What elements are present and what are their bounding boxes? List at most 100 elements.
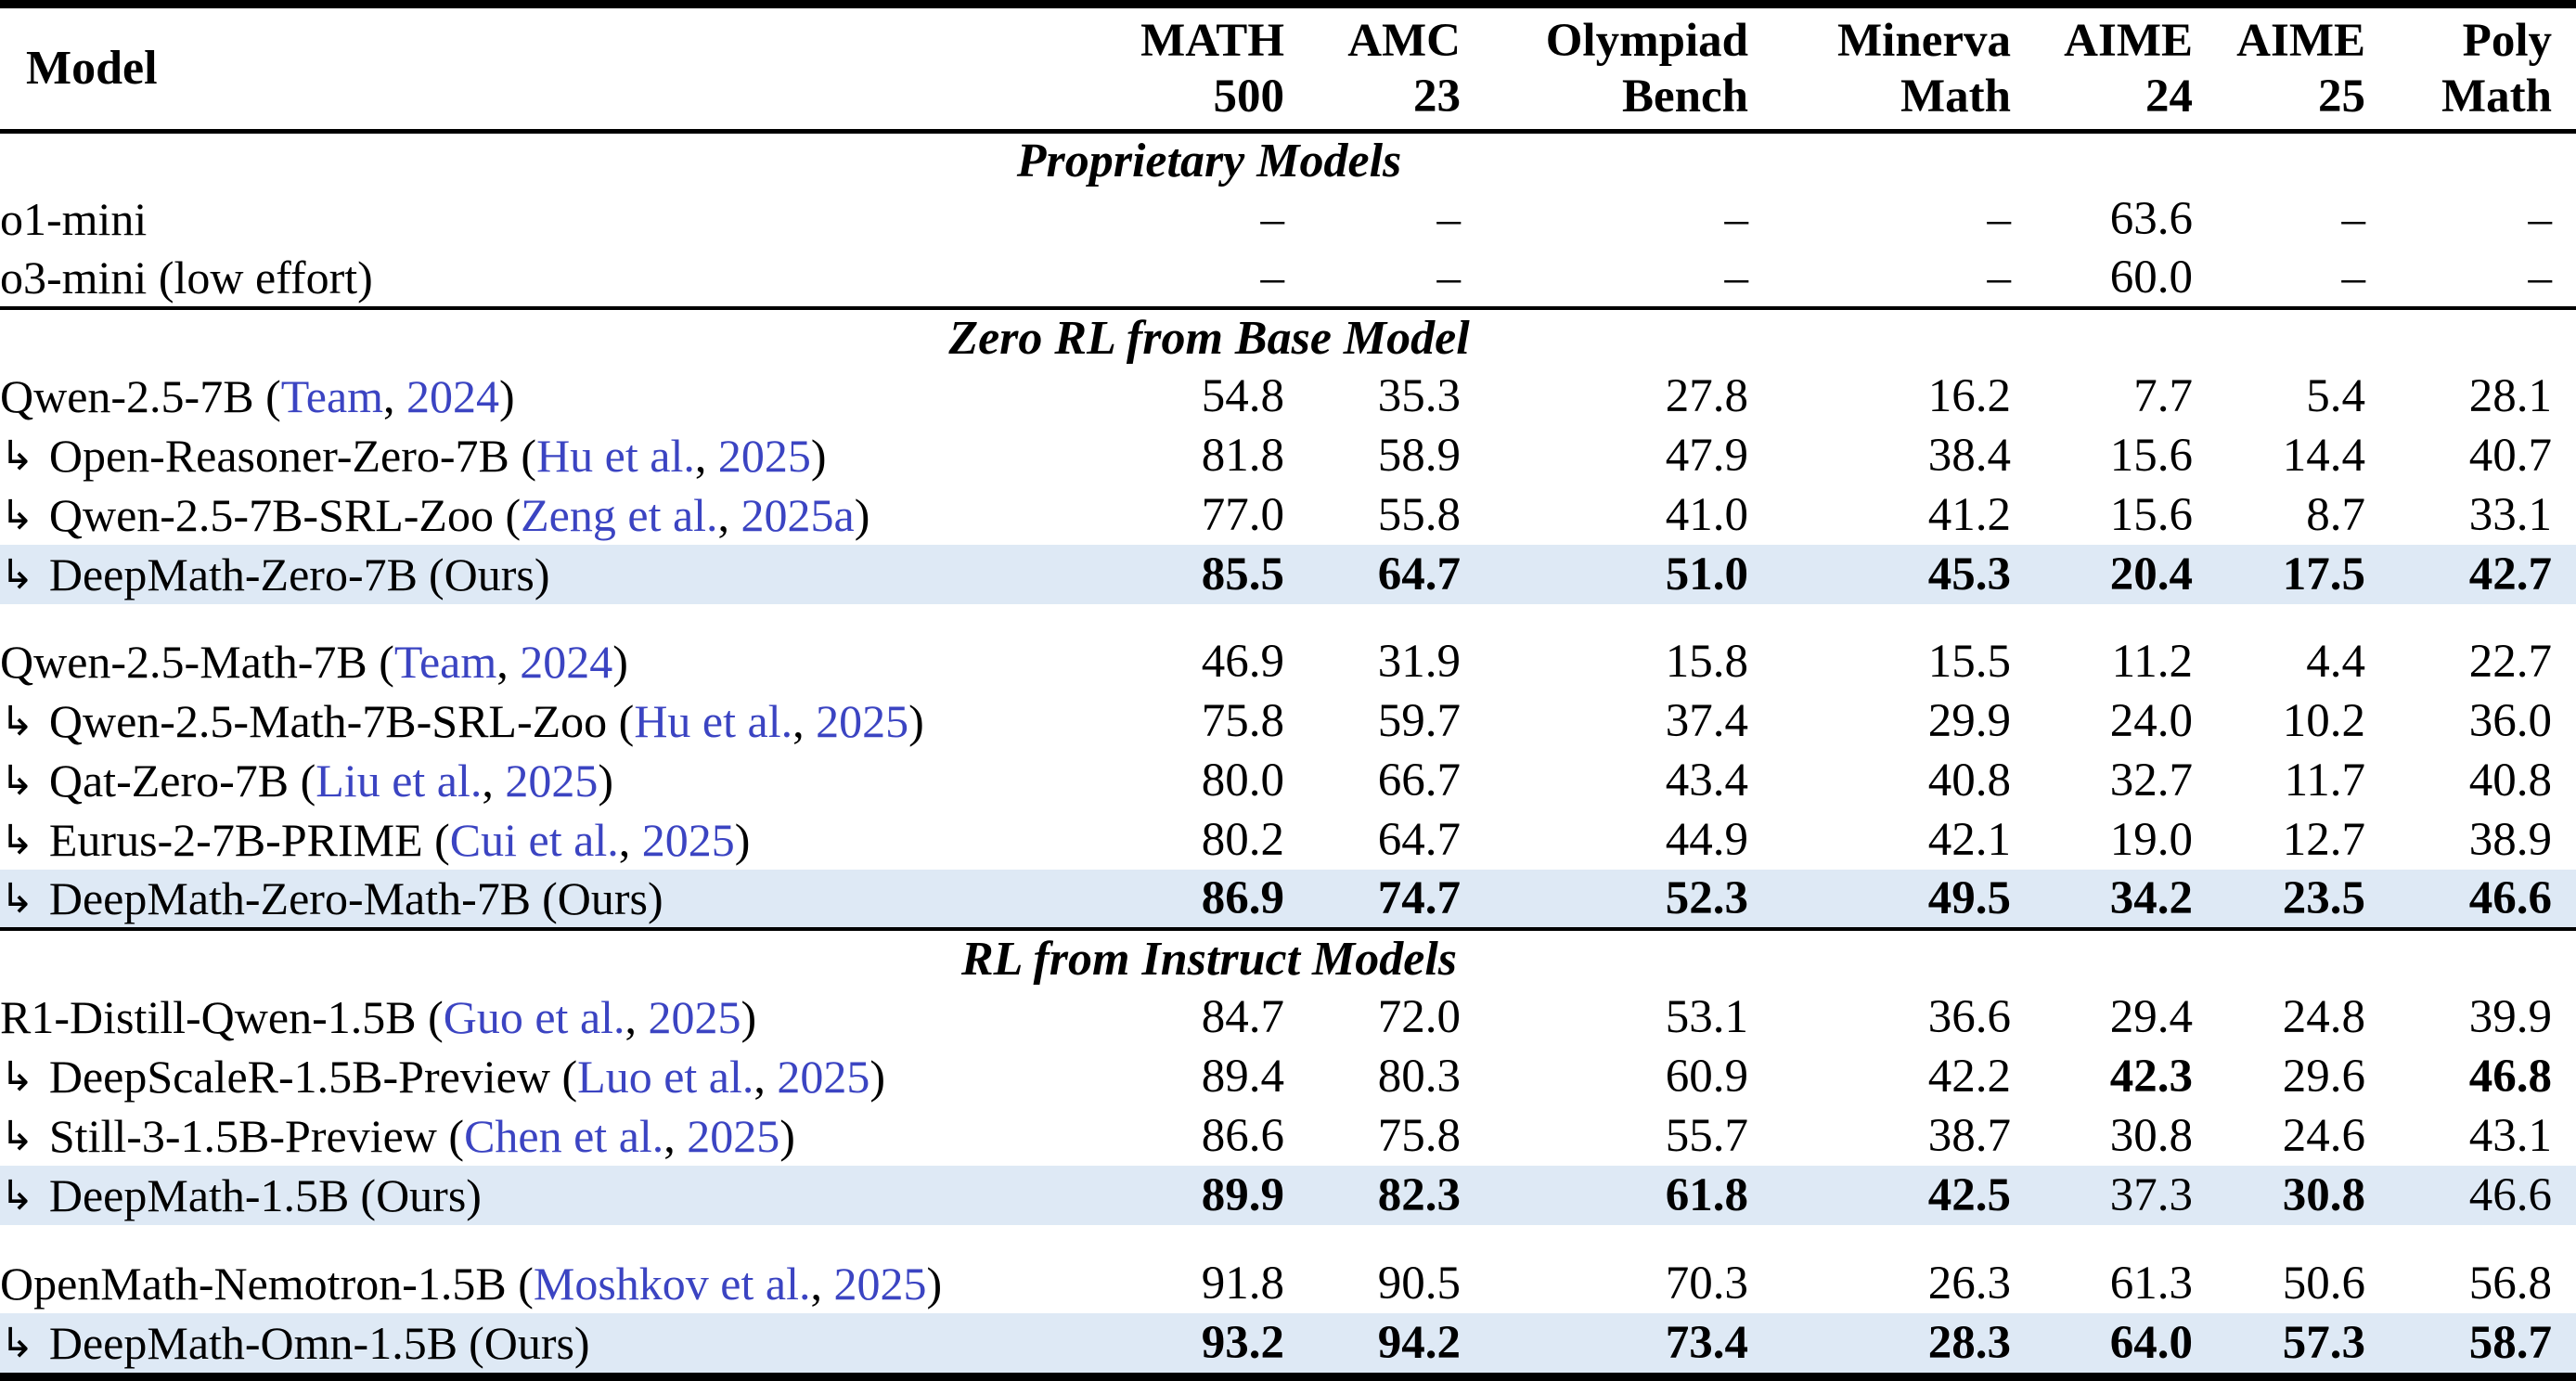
table-row: ↳ Still-3-1.5B-Preview (Chen et al., 2025… xyxy=(0,1106,2576,1166)
table-body: Proprietary Models o1-mini – – – –63.6– – o3-mi… xyxy=(0,131,2576,1373)
open-paren: ( xyxy=(509,429,537,482)
citation-year-link[interactable]: 2025 xyxy=(833,1257,927,1310)
citation-comma: , xyxy=(383,369,407,422)
section-title: Proprietary Models xyxy=(1016,135,1402,188)
group-gap-row xyxy=(0,604,2576,632)
score-cell: 29.9 xyxy=(1927,695,2011,748)
indent-arrow-icon: ↳ xyxy=(0,1319,34,1367)
model-cell: ↳ DeepMath-1.5B (Ours) xyxy=(0,1166,1054,1226)
model-name: o1-mini xyxy=(0,192,148,245)
citation-author-link[interactable]: Cui et al. xyxy=(449,814,619,867)
citation-year-link[interactable]: 2025 xyxy=(687,1110,780,1163)
model-cell: ↳ Qwen-2.5-7B-SRL-Zoo (Zeng et al., 2025a… xyxy=(0,485,1054,545)
model-cell: ↳ DeepMath-Zero-Math-7B (Ours) xyxy=(0,870,1054,930)
citation-author-link[interactable]: Guo et al. xyxy=(443,991,625,1044)
citation-year-link[interactable]: 2025 xyxy=(641,814,735,867)
score-cell: 39.9 xyxy=(2468,991,2552,1044)
score-cell: 63.6 xyxy=(2109,192,2193,245)
model-cell: ↳ DeepMath-Zero-7B (Ours) xyxy=(0,544,1054,604)
model-name: DeepMath-Omn-1.5B xyxy=(48,1316,458,1369)
score-cell: 37.4 xyxy=(1665,695,1748,748)
score-cell: 46.6 xyxy=(2365,1166,2576,1226)
citation-author-link[interactable]: Hu et al. xyxy=(536,429,695,482)
score-cell: 43.4 xyxy=(1665,755,1748,807)
citation-author-link[interactable]: Team xyxy=(393,636,497,689)
model-name: DeepMath-1.5B xyxy=(48,1169,350,1222)
model-cell: ↳ DeepMath-Omn-1.5B (Ours) xyxy=(0,1312,1054,1373)
citation-author-link[interactable]: Chen et al. xyxy=(464,1110,664,1163)
score-cell: 82.3 xyxy=(1284,1166,1461,1226)
citation-year-link[interactable]: 2025 xyxy=(648,991,741,1044)
open-paren: ( xyxy=(493,488,522,541)
score-cell: 41.0 xyxy=(1665,488,1748,541)
score-cell: – xyxy=(2528,192,2553,245)
score-cell: 61.3 xyxy=(2109,1257,2193,1310)
indent-arrow-icon: ↳ xyxy=(0,550,34,599)
model-cell: R1-Distill-Qwen-1.5B (Guo et al., 2025) xyxy=(0,987,1054,1047)
model-name: OpenMath-Nemotron-1.5B xyxy=(0,1257,507,1310)
open-paren: ( xyxy=(253,369,281,422)
score-cell: 64.7 xyxy=(1284,544,1461,604)
citation-year-link[interactable]: 2025 xyxy=(816,695,909,748)
score-cell: 80.3 xyxy=(1377,1051,1461,1104)
score-cell: 46.6 xyxy=(2365,870,2576,930)
score-cell: 24.0 xyxy=(2109,695,2193,748)
citation-author-link[interactable]: Zeng et al. xyxy=(521,488,718,541)
citation-author-link[interactable]: Hu et al. xyxy=(634,695,793,748)
score-cell: 11.7 xyxy=(2284,755,2365,807)
score-cell: 5.4 xyxy=(2306,369,2365,422)
column-header-model: Model xyxy=(0,8,1054,134)
model-name: DeepScaleR-1.5B-Preview xyxy=(48,1051,550,1104)
column-header-math500: MATH 500 xyxy=(1054,8,1284,134)
score-cell: 8.7 xyxy=(2306,488,2365,541)
score-cell: 64.7 xyxy=(1377,814,1461,867)
section-title: Zero RL from Base Model xyxy=(948,311,1470,365)
score-cell: 58.7 xyxy=(2365,1312,2576,1373)
citation-year-link[interactable]: 2025 xyxy=(505,755,599,807)
model-name: R1-Distill-Qwen-1.5B xyxy=(0,991,417,1044)
score-cell: 59.7 xyxy=(1377,695,1461,748)
score-cell: 55.8 xyxy=(1377,488,1461,541)
score-cell: 23.5 xyxy=(2193,870,2365,930)
citation-year-link[interactable]: 2025 xyxy=(777,1051,870,1104)
score-cell: 85.5 xyxy=(1054,544,1284,604)
open-paren: ( xyxy=(436,1110,465,1163)
open-paren: ( xyxy=(607,695,635,748)
score-cell: 56.8 xyxy=(2468,1257,2552,1310)
close-paren: ) xyxy=(926,1257,943,1310)
model-cell: o3-mini (low effort) xyxy=(0,249,1054,308)
model-cell: ↳ DeepScaleR-1.5B-Preview (Luo et al., 20… xyxy=(0,1047,1054,1106)
score-cell: 93.2 xyxy=(1054,1312,1284,1373)
citation-author-link[interactable]: Team xyxy=(280,369,384,422)
citation-author-link[interactable]: Luo et al. xyxy=(577,1051,754,1104)
score-cell: – xyxy=(2341,251,2366,303)
citation-year-link[interactable]: 2024 xyxy=(406,369,500,422)
table-row: ↳ Qwen-2.5-7B-SRL-Zoo (Zeng et al., 2025a… xyxy=(0,485,2576,545)
score-cell: 24.6 xyxy=(2282,1110,2365,1163)
score-cell: 38.7 xyxy=(1927,1110,2011,1163)
citation-comma: , xyxy=(625,991,649,1044)
citation-author-link[interactable]: Liu et al. xyxy=(316,755,483,807)
close-paren: ) xyxy=(854,488,870,541)
score-cell: 57.3 xyxy=(2193,1312,2365,1373)
score-cell: 47.9 xyxy=(1665,429,1748,482)
citation-year-link[interactable]: 2024 xyxy=(520,636,613,689)
score-cell: 26.3 xyxy=(1927,1257,2011,1310)
column-header-amc23: AMC 23 xyxy=(1284,8,1461,134)
citation-author-link[interactable]: Moshkov et al. xyxy=(533,1257,811,1310)
model-cell: Qwen-2.5-7B (Team, 2024) xyxy=(0,367,1054,426)
model-name: Eurus-2-7B-PRIME xyxy=(48,814,423,867)
model-name: Qwen-2.5-7B-SRL-Zoo xyxy=(48,488,494,541)
model-cell: ↳ Qat-Zero-7B (Liu et al., 2025) xyxy=(0,751,1054,810)
ours-label: (Ours) xyxy=(428,548,550,600)
citation-year-link[interactable]: 2025 xyxy=(717,429,811,482)
citation-year-link[interactable]: 2025a xyxy=(741,488,855,541)
score-cell: 46.8 xyxy=(2468,1051,2552,1104)
score-cell: 16.2 xyxy=(1927,369,2011,422)
model-name: o3-mini (low effort) xyxy=(0,251,373,303)
score-cell: 24.8 xyxy=(2282,991,2365,1044)
ours-label: (Ours) xyxy=(542,872,663,925)
section-header-row: Zero RL from Base Model xyxy=(0,305,2576,367)
indent-arrow-icon: ↳ xyxy=(0,875,34,923)
score-cell: 22.7 xyxy=(2468,636,2552,689)
